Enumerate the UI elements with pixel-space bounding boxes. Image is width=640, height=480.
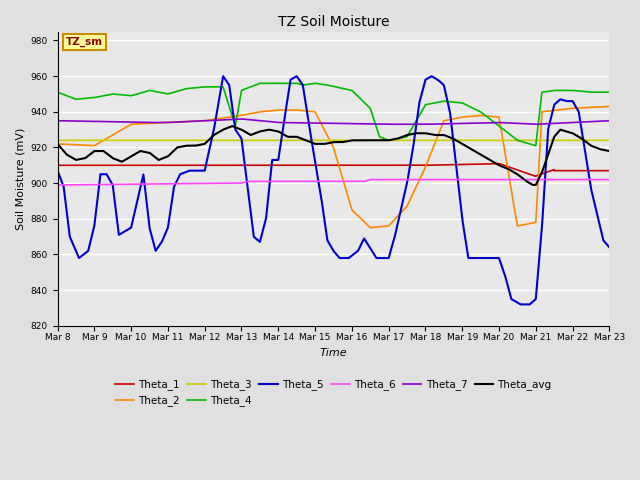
Theta_7 bbox=[385, 121, 392, 127]
Theta_1 bbox=[495, 161, 503, 167]
Theta_7 bbox=[208, 118, 216, 123]
Theta_avg bbox=[605, 148, 613, 154]
Theta_2 bbox=[367, 225, 374, 230]
Theta_5 bbox=[208, 137, 216, 143]
Theta_3 bbox=[54, 137, 61, 143]
Theta_4 bbox=[172, 89, 180, 95]
Theta_2 bbox=[553, 107, 561, 113]
Theta_3 bbox=[397, 137, 404, 143]
Theta_3 bbox=[605, 137, 613, 143]
Theta_3 bbox=[605, 137, 612, 143]
Theta_1 bbox=[397, 162, 404, 168]
Theta_avg bbox=[172, 146, 180, 152]
Theta_5 bbox=[554, 99, 561, 105]
Theta_3 bbox=[553, 137, 561, 143]
Y-axis label: Soil Moisture (mV): Soil Moisture (mV) bbox=[15, 128, 25, 230]
Theta_2 bbox=[208, 117, 216, 122]
Line: Theta_2: Theta_2 bbox=[58, 107, 609, 228]
Line: Theta_4: Theta_4 bbox=[58, 83, 609, 145]
Theta_2 bbox=[172, 119, 180, 125]
Theta_1 bbox=[605, 168, 613, 174]
Theta_4 bbox=[208, 84, 216, 90]
Theta_6 bbox=[54, 182, 61, 188]
Theta_4 bbox=[554, 87, 561, 93]
Theta_4 bbox=[256, 80, 264, 86]
Theta_7 bbox=[605, 118, 613, 124]
Theta_5 bbox=[54, 168, 61, 174]
Theta_2 bbox=[387, 220, 395, 226]
Theta_7 bbox=[397, 121, 405, 127]
Theta_2 bbox=[605, 104, 613, 109]
Theta_6 bbox=[172, 181, 180, 187]
Theta_2 bbox=[605, 104, 613, 109]
Theta_2 bbox=[397, 210, 405, 216]
Theta_5 bbox=[605, 244, 613, 250]
Theta_4 bbox=[532, 143, 540, 148]
X-axis label: Time: Time bbox=[319, 348, 348, 358]
Theta_avg bbox=[54, 141, 61, 147]
Theta_6 bbox=[553, 177, 561, 182]
Theta_avg bbox=[397, 134, 405, 140]
Theta_1 bbox=[532, 173, 540, 179]
Theta_6 bbox=[605, 177, 613, 182]
Legend: Theta_1, Theta_2, Theta_3, Theta_4, Theta_5, Theta_6, Theta_7, Theta_avg: Theta_1, Theta_2, Theta_3, Theta_4, Thet… bbox=[111, 375, 556, 410]
Theta_1 bbox=[54, 162, 61, 168]
Theta_5 bbox=[428, 73, 435, 79]
Theta_3 bbox=[172, 137, 180, 143]
Theta_avg bbox=[208, 134, 216, 140]
Theta_5 bbox=[172, 180, 180, 186]
Theta_4 bbox=[605, 89, 613, 95]
Theta_7 bbox=[554, 120, 561, 126]
Theta_6 bbox=[387, 177, 395, 182]
Theta_avg bbox=[605, 148, 613, 154]
Theta_7 bbox=[388, 121, 396, 127]
Theta_6 bbox=[397, 177, 405, 182]
Theta_2 bbox=[54, 141, 61, 147]
Theta_avg bbox=[228, 123, 236, 129]
Theta_7 bbox=[172, 119, 180, 125]
Theta_3 bbox=[208, 137, 216, 143]
Theta_5 bbox=[605, 244, 613, 250]
Theta_1 bbox=[605, 168, 613, 174]
Theta_6 bbox=[208, 180, 216, 186]
Theta_3 bbox=[387, 137, 395, 143]
Theta_4 bbox=[54, 89, 61, 95]
Theta_avg bbox=[387, 137, 395, 143]
Theta_avg bbox=[554, 131, 561, 136]
Theta_4 bbox=[387, 137, 395, 143]
Theta_1 bbox=[554, 168, 561, 174]
Theta_1 bbox=[172, 162, 180, 168]
Title: TZ Soil Moisture: TZ Soil Moisture bbox=[278, 15, 389, 29]
Text: TZ_sm: TZ_sm bbox=[66, 37, 103, 47]
Theta_5 bbox=[387, 246, 395, 252]
Line: Theta_5: Theta_5 bbox=[58, 76, 609, 304]
Theta_4 bbox=[397, 135, 405, 141]
Theta_4 bbox=[605, 89, 613, 95]
Line: Theta_avg: Theta_avg bbox=[58, 126, 609, 185]
Theta_7 bbox=[54, 118, 61, 123]
Theta_5 bbox=[397, 207, 404, 213]
Theta_6 bbox=[367, 177, 374, 182]
Theta_7 bbox=[237, 116, 245, 122]
Theta_1 bbox=[208, 162, 216, 168]
Theta_1 bbox=[387, 162, 395, 168]
Theta_7 bbox=[605, 118, 613, 123]
Theta_avg bbox=[529, 182, 537, 188]
Theta_5 bbox=[516, 301, 524, 307]
Line: Theta_1: Theta_1 bbox=[58, 164, 609, 176]
Theta_6 bbox=[605, 177, 613, 182]
Line: Theta_6: Theta_6 bbox=[58, 180, 609, 185]
Line: Theta_7: Theta_7 bbox=[58, 119, 609, 124]
